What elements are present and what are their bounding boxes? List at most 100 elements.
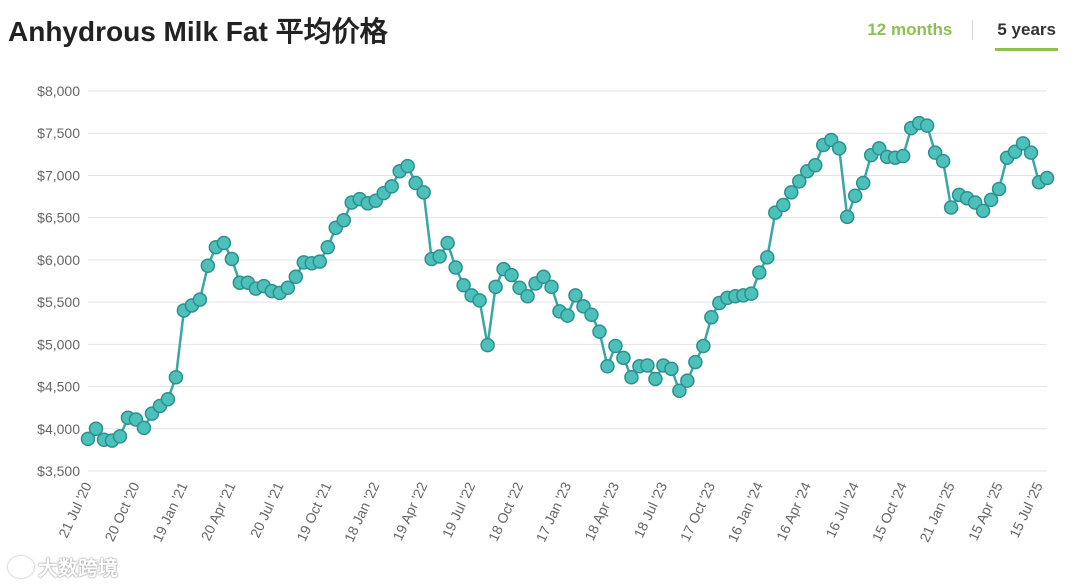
data-point[interactable] (672, 383, 687, 399)
data-point[interactable] (696, 338, 711, 354)
data-point[interactable] (839, 209, 855, 225)
data-point[interactable] (664, 361, 679, 377)
y-tick-label: $3,500 (37, 463, 80, 479)
data-point[interactable] (432, 249, 447, 264)
x-tick-label: 15 Jul '25 (1006, 479, 1046, 540)
data-point[interactable] (112, 429, 128, 444)
data-point[interactable] (847, 188, 863, 203)
data-point[interactable] (831, 141, 847, 156)
data-point[interactable] (312, 254, 328, 269)
data-point[interactable] (336, 212, 351, 228)
data-point[interactable] (704, 310, 719, 325)
data-point[interactable] (320, 239, 335, 255)
data-point[interactable] (456, 277, 471, 293)
data-point[interactable] (784, 185, 799, 200)
data-point[interactable] (975, 203, 991, 219)
data-point[interactable] (1015, 136, 1031, 151)
data-point[interactable] (448, 260, 463, 275)
data-point[interactable] (688, 354, 703, 370)
data-point[interactable] (1039, 170, 1055, 186)
y-axis-ticks: $3,500 $4,000 $4,500 $5,000 $5,500 $6,000 $6,5… (37, 83, 80, 479)
data-point[interactable] (648, 371, 663, 387)
data-point[interactable] (384, 179, 399, 194)
data-point[interactable] (88, 421, 104, 437)
data-point[interactable] (416, 185, 431, 200)
data-point[interactable] (408, 175, 423, 191)
data-point[interactable] (600, 359, 615, 374)
data-point[interactable] (807, 158, 823, 173)
data-point[interactable] (560, 308, 575, 323)
data-point[interactable] (280, 280, 296, 296)
data-point[interactable] (536, 269, 551, 285)
data-point[interactable] (943, 200, 959, 215)
x-tick-label: 18 Jul '23 (630, 479, 670, 540)
period-tabs: 12 months 5 years (865, 18, 1058, 52)
data-point[interactable] (584, 307, 599, 323)
x-tick-label: 20 Jul '21 (247, 479, 287, 540)
tab-5-years[interactable]: 5 years (995, 18, 1058, 51)
x-tick-label: 16 Jul '24 (822, 479, 862, 540)
data-point[interactable] (792, 174, 807, 189)
data-point[interactable] (192, 292, 208, 307)
x-tick-label: 19 Jan '21 (149, 479, 191, 544)
x-tick-label: 20 Oct '20 (101, 479, 142, 543)
price-markers[interactable] (80, 115, 1055, 448)
data-point[interactable] (504, 267, 519, 283)
data-point[interactable] (624, 370, 639, 385)
x-tick-label: 18 Oct '22 (485, 479, 526, 543)
data-point[interactable] (616, 350, 631, 366)
data-point[interactable] (288, 269, 304, 285)
data-point[interactable] (991, 181, 1007, 197)
x-tick-label: 21 Jul '20 (55, 479, 95, 540)
data-point[interactable] (224, 251, 240, 267)
x-tick-label: 16 Apr '24 (773, 479, 814, 543)
x-tick-label: 21 Jan '25 (916, 479, 958, 544)
data-point[interactable] (488, 279, 503, 295)
x-tick-label: 18 Jan '22 (341, 479, 383, 544)
data-point[interactable] (895, 148, 911, 164)
data-point[interactable] (544, 279, 559, 295)
data-point[interactable] (744, 286, 759, 301)
y-tick-label: $4,500 (37, 379, 80, 395)
data-point[interactable] (160, 391, 176, 407)
tab-12-months[interactable]: 12 months (867, 20, 953, 39)
data-point[interactable] (80, 431, 96, 447)
y-tick-label: $6,500 (37, 210, 80, 226)
data-point[interactable] (472, 293, 487, 308)
data-point[interactable] (168, 370, 184, 385)
data-point[interactable] (136, 420, 152, 436)
data-point[interactable] (568, 288, 583, 303)
data-point[interactable] (592, 324, 607, 339)
data-point[interactable] (520, 288, 535, 304)
data-point[interactable] (752, 265, 767, 280)
data-point[interactable] (919, 118, 935, 133)
price-series (87, 121, 1048, 442)
y-tick-label: $7,000 (37, 167, 80, 183)
x-tick-label: 17 Oct '23 (677, 479, 718, 543)
data-point[interactable] (216, 235, 232, 251)
data-point[interactable] (440, 235, 455, 251)
data-point[interactable] (640, 358, 655, 373)
data-point[interactable] (480, 337, 495, 353)
watermark-text: 大数跨境 (38, 558, 118, 580)
y-tick-label: $4,000 (37, 421, 80, 437)
data-point[interactable] (760, 250, 775, 265)
data-point[interactable] (983, 192, 999, 208)
data-point[interactable] (1023, 145, 1039, 160)
x-tick-label: 15 Apr '25 (965, 479, 1006, 543)
data-point[interactable] (608, 338, 623, 354)
data-point[interactable] (776, 197, 791, 213)
x-tick-label: 19 Oct '21 (293, 479, 334, 543)
watermark: 大数跨境 (8, 552, 118, 581)
price-line (87, 121, 1048, 442)
data-point[interactable] (935, 153, 951, 169)
y-tick-label: $7,500 (37, 125, 80, 141)
data-point[interactable] (855, 175, 871, 191)
data-point[interactable] (200, 258, 216, 274)
data-point[interactable] (680, 373, 695, 388)
x-axis-ticks: 21 Jul '20 20 Oct '20 19 Jan '21 20 Apr '21… (55, 479, 1046, 544)
x-tick-label: 16 Jan '24 (724, 479, 766, 544)
data-point[interactable] (400, 158, 415, 174)
x-tick-label: 19 Jul '22 (439, 479, 479, 540)
